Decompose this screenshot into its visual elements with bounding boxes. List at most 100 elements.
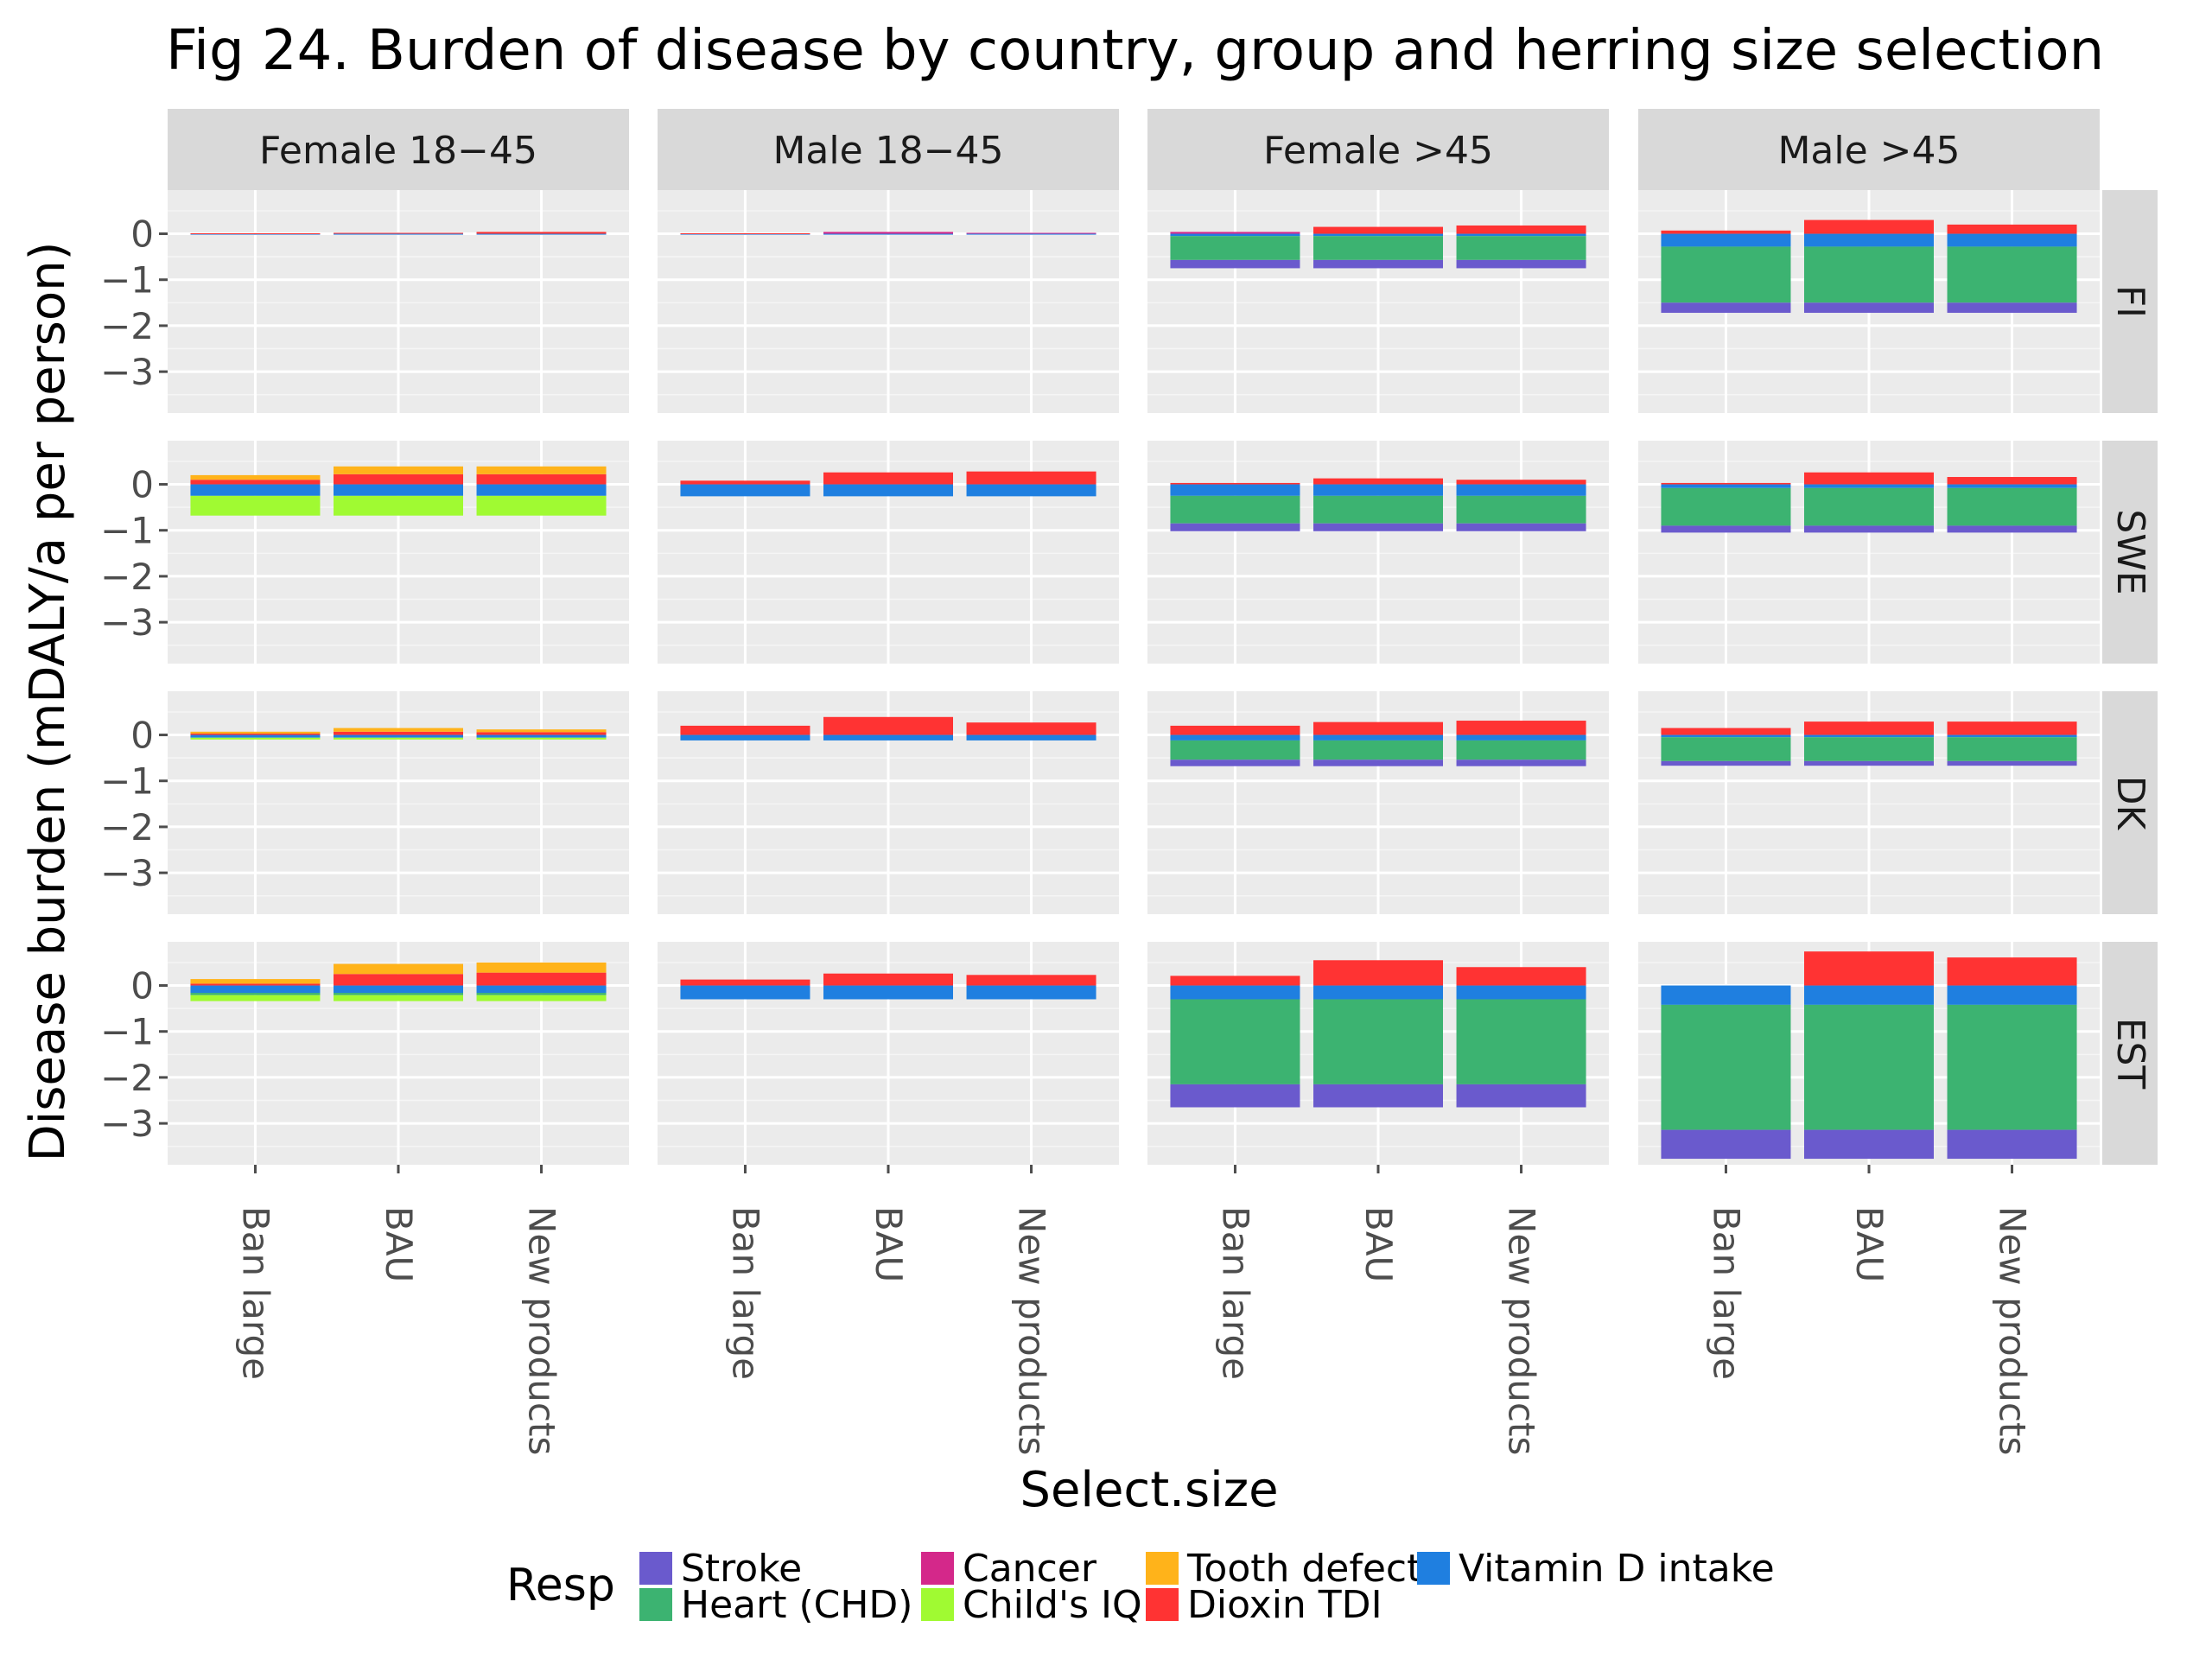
bar-segment-stroke — [1456, 523, 1586, 531]
bar-segment-cancer — [966, 232, 1096, 234]
facet-strip-row-swe — [2102, 441, 2158, 664]
bar-segment-dioxin-tdi — [334, 232, 463, 234]
bar-segment-vitamin-d-intake — [823, 985, 953, 1000]
y-tick-label: −2 — [100, 806, 154, 849]
bar-segment-vitamin-d-intake — [1804, 233, 1934, 247]
bar-segment-dioxin-tdi — [1313, 478, 1443, 485]
x-tick-label: Ban large — [1214, 1206, 1256, 1380]
facet-strip-col-male-18-45 — [658, 109, 1119, 190]
bar-segment-stroke — [1804, 1129, 1934, 1160]
bar-segment-heart-chd — [1947, 737, 2077, 761]
bar-segment-heart-chd — [1661, 737, 1791, 761]
bar-segment-stroke — [1456, 1084, 1586, 1108]
bar-segment-vitamin-d-intake — [680, 233, 810, 235]
y-tick-label: −2 — [100, 305, 154, 347]
bar-segment-heart-chd — [1456, 999, 1586, 1084]
bar-segment-child-s-iq — [334, 995, 463, 1001]
bar-segment-heart-chd — [1947, 246, 2077, 303]
bar-segment-vitamin-d-intake — [823, 484, 953, 497]
bar-segment-vitamin-d-intake — [1947, 484, 2077, 488]
bar-segment-dioxin-tdi — [1170, 482, 1300, 485]
bar-segment-vitamin-d-intake — [1661, 484, 1791, 488]
bar-segment-dioxin-tdi — [823, 973, 953, 986]
bar-segment-vitamin-d-intake — [476, 985, 607, 994]
legend-swatch-dioxin-tdi — [1146, 1588, 1179, 1621]
bar-segment-dioxin-tdi — [680, 979, 810, 986]
bar-segment-stroke — [1661, 760, 1791, 766]
panel-dk-male-45 — [1638, 691, 2100, 914]
facet-strip-label: FI — [2108, 285, 2152, 318]
facet-strip-col-female-45 — [1147, 109, 1609, 190]
bar-segment-vitamin-d-intake — [966, 484, 1096, 497]
bar-segment-stroke — [1313, 760, 1443, 766]
y-tick-label: −2 — [100, 1057, 154, 1099]
y-tick-label: −1 — [100, 510, 154, 552]
bar-segment-dioxin-tdi — [680, 233, 810, 235]
panel-dk-female-45 — [1147, 691, 1609, 914]
bar-segment-stroke — [1313, 1084, 1443, 1108]
legend-label: Tooth defect — [1186, 1547, 1421, 1591]
bar-segment-dioxin-tdi — [476, 972, 607, 986]
bar-segment-stroke — [1456, 760, 1586, 766]
y-tick-label: −1 — [100, 259, 154, 302]
facet-strip-row-est — [2102, 942, 2158, 1165]
bar-segment-child-s-iq — [334, 495, 463, 516]
panels-layer: Female 18−45 Male 18−45 Female >45 Male >45… — [100, 109, 2158, 1455]
bar-segment-vitamin-d-intake — [1313, 233, 1443, 237]
bar-segment-stroke — [1947, 1129, 2077, 1160]
facet-strip-col-male-45 — [1638, 109, 2100, 190]
bar-segment-dioxin-tdi — [1313, 960, 1443, 986]
x-axis-title: Select.size — [1020, 1462, 1278, 1518]
bar-segment-stroke — [1661, 1129, 1791, 1160]
y-tick-label: −1 — [100, 760, 154, 803]
bar-segment-heart-chd — [1804, 1004, 1934, 1130]
bar-segment-vitamin-d-intake — [823, 734, 953, 741]
bar-segment-stroke — [1456, 259, 1586, 269]
bar-segment-vitamin-d-intake — [190, 734, 321, 738]
panel-dk-male-18-45 — [658, 691, 1119, 914]
bar-segment-vitamin-d-intake — [334, 233, 463, 235]
bar-segment-stroke — [1170, 259, 1300, 269]
bar-segment-tooth-defect — [190, 979, 321, 984]
x-tick-label: Ban large — [1705, 1206, 1747, 1380]
bar-segment-dioxin-tdi — [1170, 725, 1300, 735]
bar-segment-dioxin-tdi — [476, 232, 607, 234]
bar-segment-vitamin-d-intake — [1456, 734, 1586, 741]
bar-segment-dioxin-tdi — [190, 233, 321, 235]
bar-segment-dioxin-tdi — [334, 474, 463, 485]
bar-segment-dioxin-tdi — [334, 731, 463, 735]
bar-segment-dioxin-tdi — [1313, 226, 1443, 234]
bar-segment-vitamin-d-intake — [1170, 233, 1300, 237]
chart-title: Fig 24. Burden of disease by country, gr… — [166, 19, 2104, 83]
bar-segment-cancer — [1170, 232, 1300, 234]
bar-segment-heart-chd — [1170, 740, 1300, 760]
bar-segment-vitamin-d-intake — [1661, 233, 1791, 247]
y-tick-label: −3 — [100, 852, 154, 894]
bar-segment-child-s-iq — [476, 495, 607, 516]
bar-segment-dioxin-tdi — [1661, 728, 1791, 735]
bar-segment-dioxin-tdi — [680, 480, 810, 485]
panel-dk-female-18-45 — [168, 691, 629, 914]
bar-segment-vitamin-d-intake — [190, 985, 321, 994]
bar-segment-dioxin-tdi — [476, 732, 607, 735]
bar-segment-stroke — [1804, 760, 1934, 766]
bar-segment-stroke — [1170, 1084, 1300, 1108]
bar-segment-vitamin-d-intake — [1804, 484, 1934, 488]
bar-segment-dioxin-tdi — [1456, 480, 1586, 485]
bar-segment-stroke — [1313, 523, 1443, 531]
bar-segment-tooth-defect — [476, 962, 607, 973]
panel-swe-female-45 — [1147, 441, 1609, 664]
bar-segment-tooth-defect — [190, 731, 321, 734]
panel-est-female-18-45 — [168, 942, 629, 1165]
y-tick-label: −1 — [100, 1011, 154, 1053]
y-tick-label: 0 — [130, 965, 154, 1007]
bar-segment-vitamin-d-intake — [1170, 985, 1300, 1000]
y-tick-label: 0 — [130, 464, 154, 506]
bar-segment-dioxin-tdi — [1456, 225, 1586, 234]
bar-segment-dioxin-tdi — [1456, 721, 1586, 735]
bar-segment-vitamin-d-intake — [1947, 734, 2077, 738]
x-tick-label: BAU — [1848, 1206, 1891, 1282]
bar-segment-vitamin-d-intake — [1661, 985, 1791, 1005]
bar-segment-tooth-defect — [334, 728, 463, 732]
